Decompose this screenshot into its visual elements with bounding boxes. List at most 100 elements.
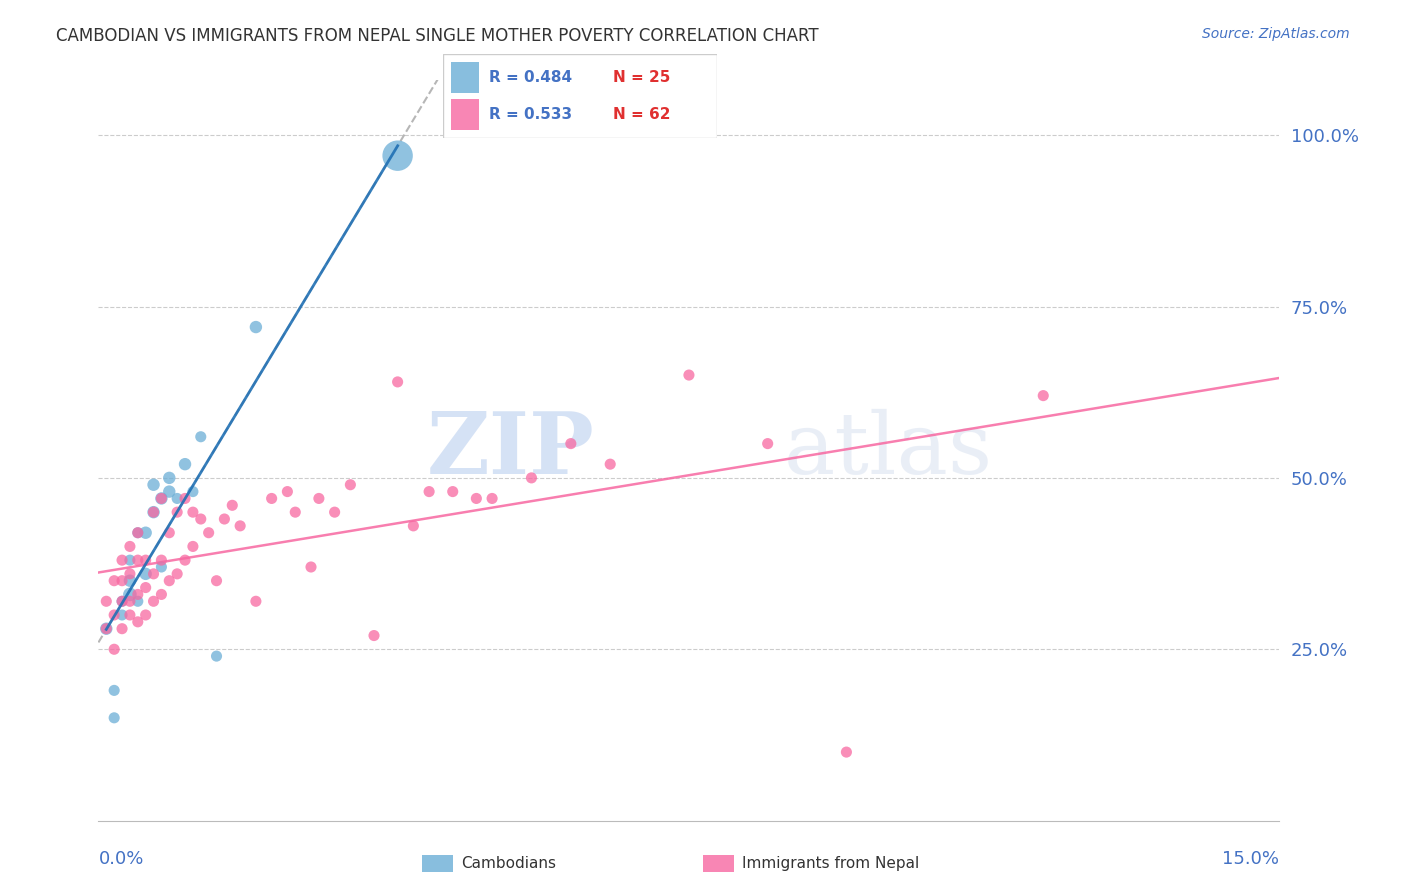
Point	[127, 525, 149, 540]
Point	[142, 505, 165, 519]
Point	[299, 560, 322, 574]
Point	[111, 594, 134, 608]
Point	[174, 457, 197, 471]
Point	[96, 594, 118, 608]
Point	[481, 491, 503, 506]
Text: Immigrants from Nepal: Immigrants from Nepal	[742, 856, 920, 871]
Text: CAMBODIAN VS IMMIGRANTS FROM NEPAL SINGLE MOTHER POVERTY CORRELATION CHART: CAMBODIAN VS IMMIGRANTS FROM NEPAL SINGL…	[56, 27, 818, 45]
Point	[135, 525, 157, 540]
Point	[157, 574, 180, 588]
Point	[181, 540, 204, 554]
Point	[150, 553, 173, 567]
Point	[135, 607, 157, 622]
Point	[150, 491, 173, 506]
Point	[135, 553, 157, 567]
Point	[111, 607, 134, 622]
Point	[157, 484, 180, 499]
Point	[1032, 389, 1054, 403]
Point	[260, 491, 283, 506]
Point	[465, 491, 488, 506]
Point	[323, 505, 346, 519]
Point	[157, 525, 180, 540]
Point	[111, 574, 134, 588]
Point	[150, 560, 173, 574]
Point	[142, 594, 165, 608]
Text: N = 25: N = 25	[613, 70, 671, 85]
Text: Source: ZipAtlas.com: Source: ZipAtlas.com	[1202, 27, 1350, 41]
Text: Cambodians: Cambodians	[461, 856, 557, 871]
FancyBboxPatch shape	[443, 54, 717, 138]
Point	[166, 505, 188, 519]
Text: R = 0.533: R = 0.533	[489, 107, 572, 122]
Text: N = 62: N = 62	[613, 107, 671, 122]
Point	[190, 430, 212, 444]
Point	[756, 436, 779, 450]
Point	[214, 512, 236, 526]
Point	[142, 505, 165, 519]
Point	[150, 587, 173, 601]
Point	[103, 607, 125, 622]
Point	[118, 553, 141, 567]
Point	[103, 683, 125, 698]
Point	[441, 484, 464, 499]
Text: 0.0%: 0.0%	[98, 850, 143, 868]
Point	[245, 320, 267, 334]
Text: R = 0.484: R = 0.484	[489, 70, 572, 85]
Bar	[451, 62, 478, 93]
Point	[127, 587, 149, 601]
Point	[118, 574, 141, 588]
Point	[150, 491, 173, 506]
Point	[96, 622, 118, 636]
Point	[284, 505, 307, 519]
Point	[205, 649, 228, 664]
Point	[245, 594, 267, 608]
Text: 15.0%: 15.0%	[1222, 850, 1279, 868]
Point	[118, 566, 141, 581]
Point	[174, 553, 197, 567]
Point	[135, 566, 157, 581]
Bar	[451, 99, 478, 130]
Point	[339, 477, 361, 491]
Point	[418, 484, 440, 499]
Point	[221, 498, 243, 512]
Text: atlas: atlas	[783, 409, 993, 492]
Point	[276, 484, 298, 499]
Point	[197, 525, 219, 540]
Point	[190, 512, 212, 526]
Point	[135, 581, 157, 595]
Point	[118, 540, 141, 554]
Point	[181, 505, 204, 519]
Point	[166, 566, 188, 581]
Point	[229, 519, 252, 533]
Point	[127, 594, 149, 608]
Point	[103, 574, 125, 588]
Point	[174, 491, 197, 506]
Point	[111, 553, 134, 567]
Point	[560, 436, 582, 450]
Point	[678, 368, 700, 382]
Point	[363, 628, 385, 642]
Point	[118, 594, 141, 608]
Point	[835, 745, 858, 759]
Point	[103, 642, 125, 657]
Point	[157, 471, 180, 485]
Point	[127, 615, 149, 629]
Point	[111, 622, 134, 636]
Point	[402, 519, 425, 533]
Point	[142, 477, 165, 491]
Point	[205, 574, 228, 588]
Point	[166, 491, 188, 506]
Point	[118, 607, 141, 622]
Point	[103, 711, 125, 725]
Point	[387, 149, 409, 163]
Point	[520, 471, 543, 485]
Point	[96, 622, 118, 636]
Text: ZIP: ZIP	[426, 409, 595, 492]
Point	[118, 587, 141, 601]
Point	[111, 594, 134, 608]
Point	[387, 375, 409, 389]
Point	[599, 457, 621, 471]
Point	[127, 525, 149, 540]
Point	[127, 553, 149, 567]
Point	[181, 484, 204, 499]
